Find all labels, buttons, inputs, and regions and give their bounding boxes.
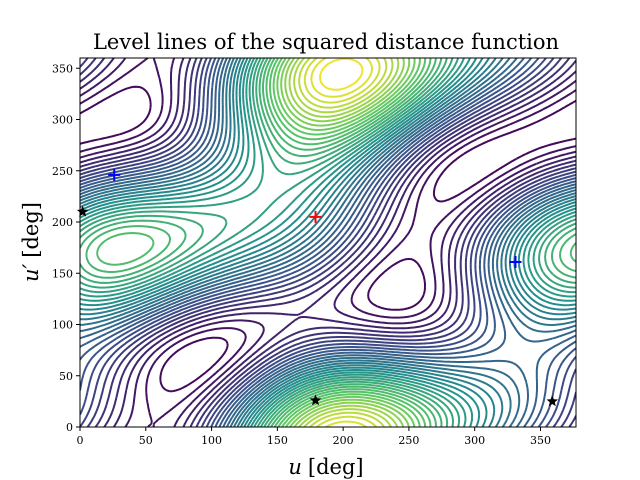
- contour-level-11: [80, 58, 576, 427]
- contour-level-19: [80, 58, 576, 427]
- x-tick-label-3: 150: [267, 434, 288, 447]
- contour-level-8: [80, 58, 576, 427]
- minimum-marker-1: [309, 394, 322, 406]
- x-axis-label-variable: u: [288, 455, 302, 479]
- x-axis-label-unit: [deg]: [308, 455, 364, 479]
- x-tick-label-7: 350: [530, 434, 551, 447]
- contour-level-7: [80, 58, 576, 427]
- y-axis-ticks: 0 50 100 150 200 250 300 350: [52, 62, 80, 434]
- contour-level-21: [80, 58, 576, 427]
- contour-level-35: [298, 58, 388, 427]
- contour-level-1: [80, 85, 576, 393]
- contour-level-3: [80, 58, 576, 427]
- contour-level-22: [80, 58, 576, 427]
- x-tick-label-0: 0: [77, 434, 84, 447]
- y-tick-label-4: 200: [52, 216, 73, 229]
- saddle-marker-0: [108, 168, 121, 181]
- y-tick-label-1: 50: [59, 370, 73, 383]
- contour-level-33: [288, 58, 400, 427]
- plot-frame: [79, 57, 577, 428]
- contour-level-12: [80, 58, 576, 427]
- contour-level-18: [80, 58, 576, 427]
- contour-level-16: [80, 58, 576, 427]
- contour-level-9: [80, 58, 576, 427]
- y-tick-label-5: 250: [52, 165, 73, 178]
- contour-level-13: [80, 58, 576, 427]
- x-tick-label-2: 100: [201, 434, 222, 447]
- contour-level-31: [280, 58, 411, 427]
- minimum-marker-0: [76, 205, 89, 217]
- contour-level-37: [310, 58, 373, 427]
- y-tick-label-3: 150: [52, 267, 73, 280]
- y-axis-label: u′ [deg]: [19, 202, 43, 282]
- contour-level-24: [80, 58, 576, 427]
- minimum-marker-2: [546, 395, 558, 407]
- y-tick-label-0: 0: [66, 421, 73, 434]
- contour-level-29: [272, 58, 421, 427]
- contour-level-26: [85, 58, 576, 427]
- chart-title: Level lines of the squared distance func…: [93, 30, 559, 54]
- x-axis-label: u [deg]: [288, 455, 363, 479]
- x-tick-label-5: 250: [398, 434, 419, 447]
- contour-level-15: [80, 58, 576, 427]
- x-tick-label-6: 300: [464, 434, 485, 447]
- y-axis-label-variable: u′: [19, 263, 43, 282]
- y-tick-label-2: 100: [52, 319, 73, 332]
- y-tick-label-6: 300: [52, 114, 73, 127]
- contour-level-20: [80, 58, 576, 427]
- contour-level-4: [80, 58, 576, 427]
- contour-level-2: [80, 58, 576, 427]
- contour-level-36: [303, 58, 381, 427]
- x-tick-label-4: 200: [333, 434, 354, 447]
- saddle-marker-1: [509, 255, 522, 268]
- contour-level-25: [80, 58, 576, 427]
- contour-level-38: [319, 58, 364, 91]
- contour-level-6: [80, 58, 576, 427]
- contour-lines: [80, 58, 576, 427]
- critical-point-markers: [76, 168, 558, 407]
- contour-level-14: [80, 58, 576, 427]
- contour-level-5: [80, 58, 576, 427]
- y-tick-label-7: 350: [52, 62, 73, 75]
- y-axis-label-unit: [deg]: [19, 202, 43, 258]
- x-tick-label-1: 50: [139, 434, 153, 447]
- contour-level-30: [276, 58, 416, 427]
- contour-level-23: [80, 58, 576, 427]
- maximum-marker-0: [309, 210, 322, 223]
- x-axis-ticks: 0 50 100 150 200 250 300 350: [77, 427, 551, 447]
